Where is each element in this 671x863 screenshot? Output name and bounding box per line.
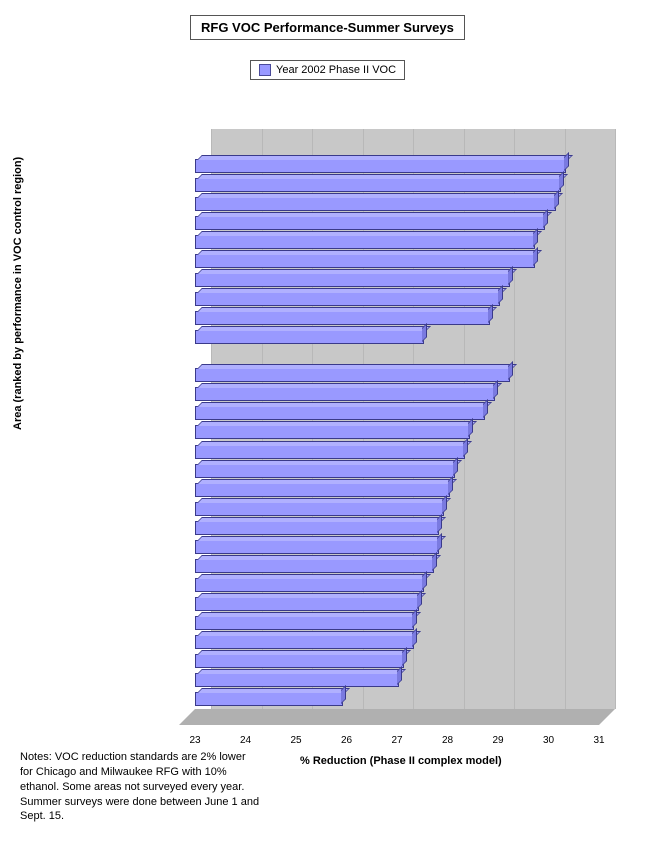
bar [195,368,510,382]
bar-top-face [197,193,563,198]
bar-top-face [197,250,542,255]
bar [195,483,450,497]
bar-top-face [197,231,542,236]
legend-swatch [259,64,271,76]
bar-top-face [197,307,497,312]
bar [195,292,500,306]
bar-top-face [197,612,421,617]
bar [195,445,465,459]
x-tick-label: 28 [442,735,453,746]
bar [195,273,510,287]
bar [195,387,495,401]
bar-top-face [197,326,431,331]
bar-top-face [197,593,426,598]
x-tick-label: 29 [492,735,503,746]
x-tick-label: 26 [341,735,352,746]
bar [195,311,490,325]
bar-top-face [197,441,472,446]
bar-top-face [197,174,568,179]
gridline [565,129,566,709]
bar [195,406,485,420]
bar [195,692,343,706]
bar [195,464,455,478]
x-tick-label: 23 [189,735,200,746]
bar-top-face [197,212,552,217]
chart-floor [179,709,615,725]
bar-top-face [197,460,462,465]
bar [195,597,419,611]
bar-top-face [197,669,406,674]
bar [195,330,424,344]
bar-top-face [197,574,431,579]
x-tick-label: 25 [290,735,301,746]
bar [195,635,414,649]
bar [195,197,556,211]
gridline [615,129,616,709]
bar [195,159,566,173]
bar-top-face [197,536,446,541]
bar-top-face [197,364,517,369]
bar-top-face [197,288,507,293]
bar [195,578,424,592]
y-axis-title: Area (ranked by performance in VOC contr… [12,157,24,430]
x-tick-label: 30 [543,735,554,746]
bar [195,616,414,630]
chart-plot-area: St. Louis, MOBaltimore, MDQueen Anne Co.… [195,145,615,725]
bar-top-face [197,650,411,655]
x-tick-label: 27 [391,735,402,746]
legend: Year 2002 Phase II VOC [250,60,405,80]
bar [195,425,470,439]
bar-top-face [197,402,492,407]
bar-top-face [197,555,441,560]
bar [195,216,545,230]
bar [195,235,535,249]
x-tick-label: 31 [593,735,604,746]
bar-top-face [197,498,451,503]
bar-top-face [197,269,517,274]
x-tick-label: 24 [240,735,251,746]
bar-top-face [197,155,573,160]
x-axis-title: % Reduction (Phase II complex model) [300,755,502,767]
bar [195,502,444,516]
legend-label: Year 2002 Phase II VOC [276,64,396,76]
bar [195,521,439,535]
bar [195,654,404,668]
bar [195,254,535,268]
bar-top-face [197,383,502,388]
bar [195,673,399,687]
bar-top-face [197,421,477,426]
bar-top-face [197,688,350,693]
chart-title: RFG VOC Performance-Summer Surveys [190,15,465,40]
bar [195,559,434,573]
footnote: Notes: VOC reduction standards are 2% lo… [20,750,260,824]
bar [195,540,439,554]
bar-top-face [197,517,446,522]
bar-top-face [197,631,421,636]
bar-top-face [197,479,457,484]
bar [195,178,561,192]
